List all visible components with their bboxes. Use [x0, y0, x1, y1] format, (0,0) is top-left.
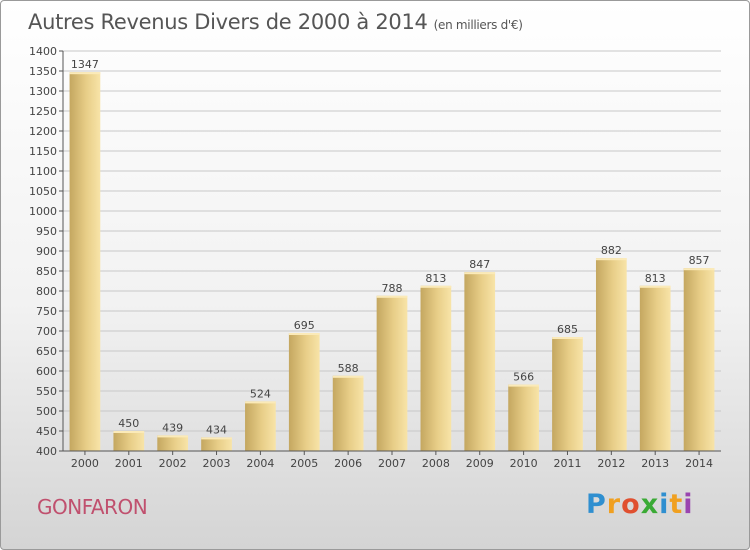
bar	[464, 272, 496, 451]
x-tick-label: 2006	[334, 457, 362, 470]
x-tick-label: 2012	[597, 457, 625, 470]
bar	[683, 268, 715, 451]
bar-cap	[595, 258, 627, 261]
bar-cap	[113, 431, 145, 433]
bar	[376, 295, 408, 451]
bar	[332, 375, 364, 451]
y-tick-label: 800	[36, 285, 57, 298]
bar-cap	[69, 72, 101, 75]
y-tick-label: 1400	[29, 45, 57, 58]
x-tick-label: 2001	[115, 457, 143, 470]
x-tick-label: 2000	[71, 457, 99, 470]
y-tick-label: 900	[36, 245, 57, 258]
data-label: 524	[250, 387, 271, 400]
logo-letter: r	[606, 489, 622, 520]
labels: 400 450 500 550 600 650 700 750 800 850 900 950 1000…	[29, 45, 713, 470]
y-tick-label: 750	[36, 305, 57, 318]
data-label: 813	[645, 272, 666, 285]
data-label: 1347	[71, 58, 99, 71]
data-label: 847	[469, 258, 490, 271]
data-label: 434	[206, 423, 227, 436]
bar	[420, 285, 452, 451]
x-tick-label: 2009	[466, 457, 494, 470]
data-label: 857	[689, 254, 710, 267]
place-name: GONFARON	[37, 495, 148, 519]
bar	[595, 258, 627, 451]
bar-cap	[420, 285, 452, 288]
bar	[552, 337, 583, 451]
y-tick-label: 1150	[29, 145, 57, 158]
bar	[113, 431, 145, 451]
data-label: 813	[425, 272, 446, 285]
x-tick-label: 2004	[246, 457, 274, 470]
chart-title: Autres Revenus Divers de 2000 à 2014 (en …	[28, 10, 523, 34]
x-tick-label: 2005	[290, 457, 318, 470]
data-label: 439	[162, 421, 183, 434]
y-tick-label: 550	[36, 385, 57, 398]
bar-cap	[376, 295, 408, 298]
data-label: 788	[382, 282, 403, 295]
bar-cap	[332, 375, 364, 378]
title-unit: (en milliers d'€)	[433, 18, 523, 32]
logo-letter: o	[621, 489, 641, 520]
bar-cap	[288, 333, 320, 335]
y-tick-label: 500	[36, 405, 57, 418]
bar-cap	[508, 384, 539, 387]
y-tick-label: 450	[36, 425, 57, 438]
bars	[69, 72, 715, 451]
bar	[201, 437, 232, 451]
y-tick-label: 1200	[29, 125, 57, 138]
y-tick-label: 1350	[29, 65, 57, 78]
x-tick-label: 2008	[422, 457, 450, 470]
y-tick-label: 700	[36, 325, 57, 338]
logo-letter: i	[659, 489, 670, 520]
proxiti-logo[interactable]: Proxiti	[586, 489, 694, 520]
x-tick-label: 2014	[685, 457, 713, 470]
y-tick-label: 850	[36, 265, 57, 278]
axes	[59, 50, 721, 455]
bar-cap	[552, 337, 583, 339]
x-tick-label: 2002	[159, 457, 187, 470]
y-tick-label: 1050	[29, 185, 57, 198]
bar-cap	[157, 435, 189, 438]
logo-letter: t	[669, 489, 684, 520]
bar	[639, 285, 671, 451]
title-text: Autres Revenus Divers de 2000 à 2014	[28, 10, 428, 34]
y-tick-label: 950	[36, 225, 57, 238]
bar	[157, 435, 189, 451]
x-tick-label: 2011	[553, 457, 581, 470]
data-label: 695	[294, 319, 315, 332]
logo-letter: x	[640, 489, 660, 520]
y-tick-label: 1000	[29, 205, 57, 218]
x-tick-label: 2010	[510, 457, 538, 470]
x-tick-label: 2003	[203, 457, 231, 470]
data-label: 588	[338, 362, 359, 375]
logo-letter: P	[586, 489, 607, 520]
bar-cap	[201, 437, 232, 440]
y-tick-label: 400	[36, 445, 57, 458]
bar	[69, 72, 101, 451]
bar-cap	[639, 285, 671, 288]
y-tick-label: 1250	[29, 105, 57, 118]
bar	[245, 401, 276, 451]
bar-cap	[683, 268, 715, 271]
y-tick-label: 600	[36, 365, 57, 378]
x-tick-label: 2007	[378, 457, 406, 470]
bar-cap	[245, 401, 276, 404]
bar-cap	[464, 272, 496, 275]
y-tick-label: 1100	[29, 165, 57, 178]
x-tick-label: 2013	[641, 457, 669, 470]
data-label: 450	[118, 417, 139, 430]
logo-letter: i	[683, 489, 694, 520]
data-label: 566	[513, 371, 534, 384]
bar	[288, 333, 320, 451]
y-tick-label: 650	[36, 345, 57, 358]
data-label: 882	[601, 244, 622, 257]
bar	[508, 384, 539, 451]
data-label: 685	[557, 323, 578, 336]
y-tick-label: 1300	[29, 85, 57, 98]
